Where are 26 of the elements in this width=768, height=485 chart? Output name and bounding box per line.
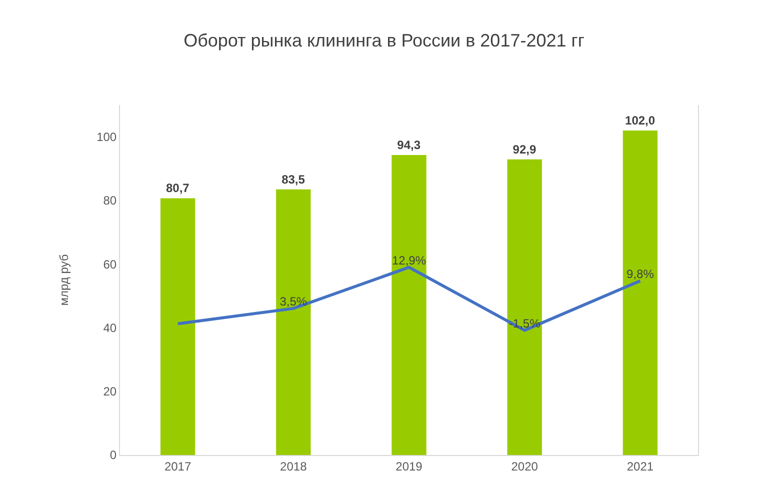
y-axis-title: млрд руб — [56, 254, 71, 306]
y-tick-label: 0 — [110, 448, 117, 462]
y-tick-label: 60 — [103, 257, 117, 272]
y-tick-label: 40 — [103, 320, 117, 335]
data-label: 9,8% — [626, 266, 654, 281]
data-label: 12,9% — [392, 253, 426, 268]
data-label: 102,0 — [625, 113, 656, 128]
bar — [507, 159, 542, 455]
data-label: 83,5 — [282, 172, 306, 186]
data-label: 92,9 — [512, 142, 536, 156]
y-tick-label: 20 — [103, 384, 117, 399]
bar — [622, 130, 658, 455]
y-tick-label: 100 — [96, 130, 117, 144]
x-tick-label: 2019 — [396, 459, 423, 474]
chart-title: Оборот рынка клининга в России в 2017-2021 гг — [184, 30, 585, 51]
x-tick-label: 2017 — [164, 459, 192, 474]
data-label: 80,7 — [166, 181, 190, 196]
x-tick-label: 2021 — [626, 459, 654, 474]
bar — [160, 198, 196, 455]
data-label: 94,3 — [397, 138, 421, 152]
x-tick-label: 2018 — [280, 459, 308, 474]
data-label: 3,5% — [280, 294, 308, 308]
y-tick-label: 80 — [103, 194, 117, 208]
bar — [392, 154, 426, 455]
bar — [276, 189, 311, 455]
x-tick-label: 2020 — [511, 459, 538, 474]
